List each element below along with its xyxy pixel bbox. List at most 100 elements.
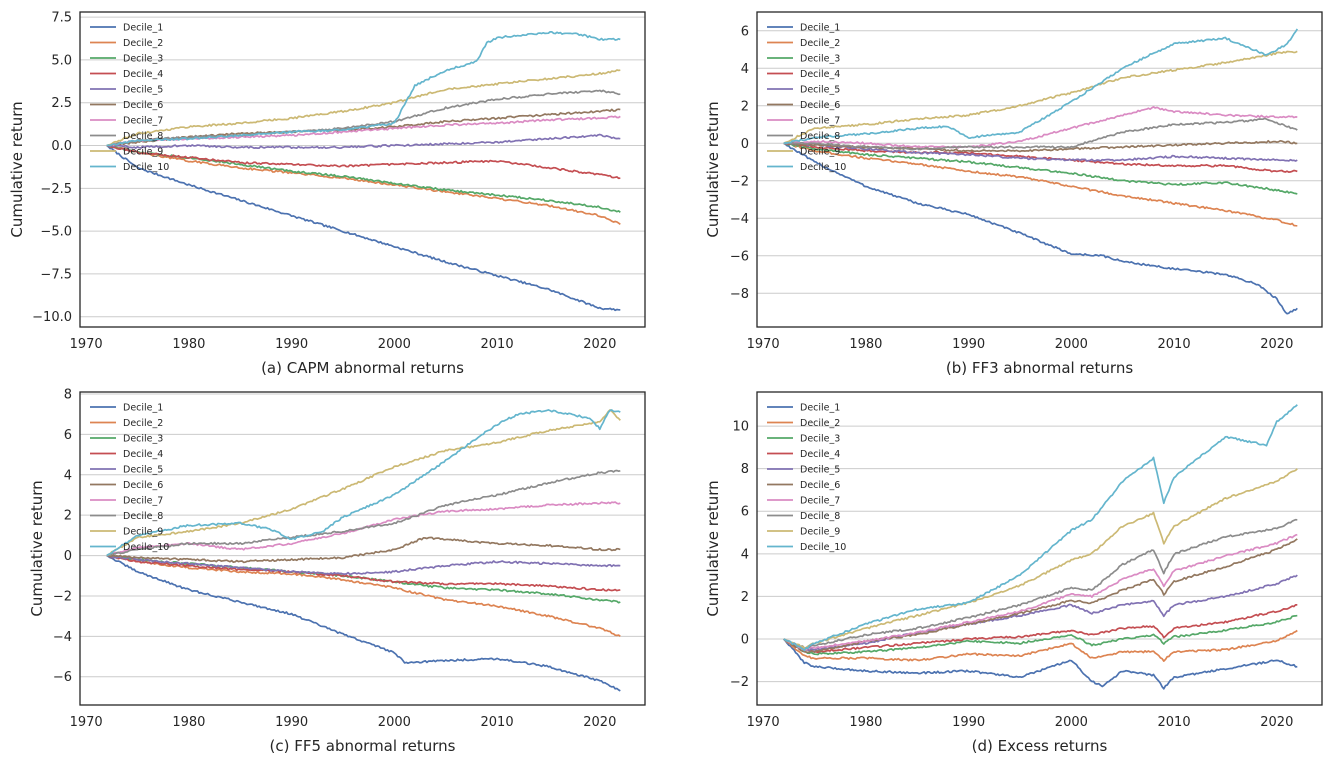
x-axis-label: (c) FF5 abnormal returns: [269, 737, 455, 755]
legend-label: Decile_3: [123, 434, 163, 445]
legend-label: Decile_5: [123, 465, 163, 476]
y-tick-label: 4: [64, 468, 72, 483]
y-tick-label: 2: [64, 509, 72, 524]
y-tick-label: −10.0: [32, 310, 72, 325]
legend-label: Decile_7: [800, 116, 840, 127]
x-tick-label: 2010: [481, 715, 514, 730]
series-line-decile-4: [106, 554, 621, 592]
legend-label: Decile_3: [800, 54, 840, 65]
legend-label: Decile_1: [800, 403, 840, 414]
y-axis-label: Cumulative return: [704, 101, 722, 237]
y-tick-label: −6: [53, 670, 72, 685]
series-line-decile-1: [106, 554, 621, 692]
series-line-decile-10: [783, 404, 1298, 652]
x-tick-label: 1970: [70, 337, 103, 352]
y-tick-label: −2: [53, 589, 72, 604]
x-tick-label: 1990: [952, 337, 985, 352]
series-line-decile-10: [106, 30, 621, 147]
series-line-decile-1: [783, 142, 1298, 315]
y-tick-label: 0: [64, 549, 72, 564]
y-tick-label: 4: [741, 547, 749, 562]
series-line-decile-1: [106, 144, 621, 312]
y-tick-label: 6: [741, 505, 749, 520]
y-axis-label: Cumulative return: [28, 480, 46, 616]
legend-label: Decile_4: [800, 449, 840, 460]
y-tick-label: 0: [741, 137, 749, 152]
series-line-decile-2: [783, 142, 1298, 227]
y-tick-label: −7.5: [40, 267, 72, 282]
x-tick-label: 1980: [172, 337, 205, 352]
x-tick-label: 2000: [378, 715, 411, 730]
x-tick-label: 1970: [70, 715, 103, 730]
y-tick-label: −4: [53, 630, 72, 645]
series-line-decile-9: [783, 50, 1298, 145]
series-line-decile-5: [783, 142, 1298, 162]
series-line-decile-8: [106, 469, 621, 557]
y-tick-label: −5.0: [40, 225, 72, 240]
series-line-decile-5: [106, 133, 621, 150]
series-line-decile-8: [783, 518, 1298, 649]
plot-frame: [79, 11, 646, 328]
series-line-decile-7: [106, 115, 621, 147]
y-tick-label: −4: [730, 212, 749, 227]
legend: Decile_1 Decile_2 Decile_3 Decile_4 Decile_5…: [767, 403, 846, 553]
y-tick-label: 6: [64, 428, 72, 443]
x-tick-label: 2010: [1158, 337, 1191, 352]
legend-label: Decile_5: [800, 85, 840, 96]
panel-2: −8 −6 −4 −2 0 2 4 6 1970 1980 1990 2000 2010 2020 Deci…: [704, 11, 1323, 377]
legend-label: Decile_8: [123, 131, 163, 142]
series-line-decile-2: [783, 629, 1298, 662]
series-line-decile-5: [783, 574, 1298, 652]
panel-3: −6 −4 −2 0 2 4 6 8 1970 1980 1990 2000 2010 2020 Decil…: [28, 388, 646, 755]
y-tick-label: −8: [730, 287, 749, 302]
legend-label: Decile_3: [800, 434, 840, 445]
series-line-decile-3: [106, 144, 621, 213]
y-tick-label: −2.5: [40, 182, 72, 197]
y-tick-label: 5.0: [51, 53, 72, 68]
x-tick-label: 2010: [1158, 715, 1191, 730]
x-tick-label: 2020: [583, 337, 616, 352]
y-tick-label: 2: [741, 99, 749, 114]
series-line-decile-10: [783, 28, 1299, 145]
series-line-decile-4: [106, 144, 621, 180]
x-tick-label: 2020: [1260, 715, 1293, 730]
legend-label: Decile_10: [123, 542, 169, 553]
legend-label: Decile_6: [800, 100, 840, 111]
legend-label: Decile_9: [800, 147, 840, 158]
legend-label: Decile_2: [800, 418, 840, 429]
panel-4: −2 0 2 4 6 8 10 1970 1980 1990 2000 2010 2020 Decile_…: [704, 391, 1323, 755]
plot-frame: [756, 11, 1323, 328]
plot-frame: [79, 391, 646, 706]
x-tick-label: 1970: [747, 337, 780, 352]
y-tick-label: 2: [741, 590, 749, 605]
legend-label: Decile_2: [123, 38, 163, 49]
x-axis-label: (d) Excess returns: [972, 737, 1108, 755]
legend-label: Decile_1: [123, 403, 163, 414]
y-tick-label: 0.0: [51, 139, 72, 154]
x-tick-label: 2000: [378, 337, 411, 352]
legend-label: Decile_9: [123, 147, 163, 158]
x-axis-label: (a) CAPM abnormal returns: [261, 359, 464, 377]
legend-label: Decile_3: [123, 54, 163, 65]
legend-label: Decile_8: [123, 511, 163, 522]
legend-label: Decile_5: [123, 85, 163, 96]
legend: Decile_1 Decile_2 Decile_3 Decile_4 Decile_5…: [767, 23, 846, 173]
x-tick-label: 1970: [747, 715, 780, 730]
x-tick-label: 2020: [583, 715, 616, 730]
series-line-decile-2: [106, 144, 621, 225]
y-tick-label: 0: [741, 632, 749, 647]
x-tick-label: 1990: [275, 337, 308, 352]
y-axis-label: Cumulative return: [704, 480, 722, 616]
legend-label: Decile_2: [123, 418, 163, 429]
legend-label: Decile_10: [123, 162, 169, 173]
series-line-decile-2: [106, 554, 621, 637]
series-line-decile-8: [106, 89, 621, 147]
legend-label: Decile_6: [123, 480, 163, 491]
series-line-decile-10: [106, 409, 621, 557]
x-tick-label: 1980: [849, 337, 882, 352]
legend-label: Decile_10: [800, 162, 846, 173]
plot-frame: [756, 391, 1323, 706]
y-tick-label: 10: [732, 420, 749, 435]
y-tick-label: −2: [730, 174, 749, 189]
